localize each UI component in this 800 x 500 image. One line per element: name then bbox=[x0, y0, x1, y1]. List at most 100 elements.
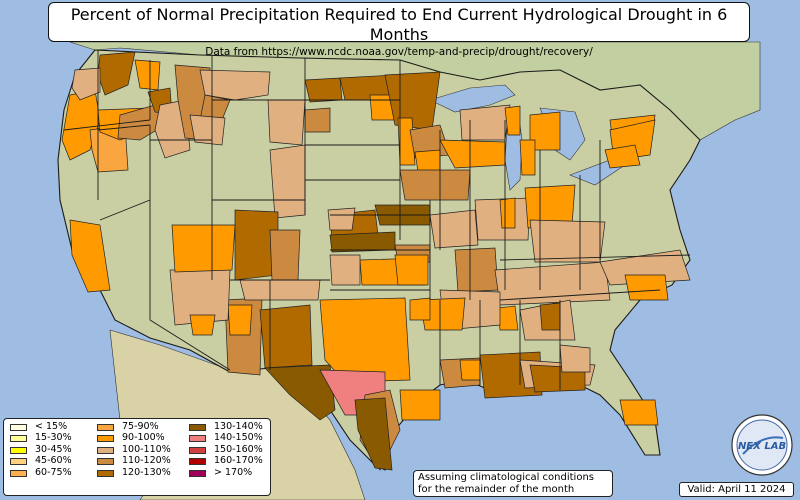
legend-swatch bbox=[189, 446, 206, 454]
legend-item: 90-100% bbox=[97, 433, 171, 444]
drought-region bbox=[559, 344, 591, 373]
nexlab-logo: NEX LAB bbox=[731, 414, 793, 476]
legend-item: 140-150% bbox=[189, 433, 263, 444]
assumption-note: Assuming climatological conditions for t… bbox=[413, 470, 613, 497]
drought-region bbox=[599, 249, 691, 286]
legend-item: 110-120% bbox=[97, 456, 171, 467]
drought-region bbox=[519, 139, 536, 176]
legend-swatch bbox=[189, 458, 206, 466]
drought-region bbox=[624, 274, 669, 301]
drought-region bbox=[497, 305, 519, 331]
legend-item: 160-170% bbox=[189, 456, 263, 467]
drought-region bbox=[69, 219, 111, 293]
legend-label: 150-160% bbox=[214, 443, 263, 455]
state-border bbox=[97, 124, 151, 131]
drought-region bbox=[504, 105, 521, 136]
legend-column-2: 75-90% 90-100% 100-110% 110-120% 120-130% bbox=[97, 421, 171, 479]
legend-swatch bbox=[10, 469, 27, 477]
drought-region bbox=[189, 114, 226, 146]
legend-label: 60-75% bbox=[35, 466, 72, 478]
state-border bbox=[63, 119, 151, 131]
lake-superior bbox=[429, 84, 516, 113]
drought-region bbox=[414, 149, 441, 173]
drought-region bbox=[259, 304, 313, 369]
drought-region bbox=[319, 297, 411, 383]
legend-label: 130-140% bbox=[214, 421, 263, 432]
drought-region bbox=[329, 231, 396, 253]
logo-text: NEX LAB bbox=[738, 441, 786, 452]
legend-column-3: 130-140% 140-150% 150-160% 160-170% > 170% bbox=[189, 421, 263, 479]
legend-swatch bbox=[97, 435, 114, 443]
drought-region bbox=[327, 207, 356, 231]
legend-swatch bbox=[10, 446, 27, 454]
legend-swatch bbox=[189, 435, 206, 443]
drought-region bbox=[269, 144, 306, 219]
map-title: Percent of Normal Precipitation Required… bbox=[70, 5, 728, 44]
legend-label: > 170% bbox=[214, 466, 253, 478]
drought-region bbox=[539, 302, 561, 331]
logo-inner-circle bbox=[736, 419, 788, 471]
drought-region bbox=[329, 254, 361, 286]
legend-item: 150-160% bbox=[189, 443, 263, 456]
legend: < 15% 15-30% 30-45% 45-60% 60-75% 75-90% 90-1… bbox=[3, 418, 271, 496]
state-border bbox=[499, 289, 661, 301]
valid-date: Valid: April 11 2024 bbox=[679, 482, 794, 497]
legend-item: 120-130% bbox=[97, 466, 171, 479]
legend-item: 30-45% bbox=[10, 444, 72, 456]
drought-region bbox=[499, 197, 516, 229]
drought-region bbox=[399, 169, 471, 201]
drought-region bbox=[117, 104, 166, 141]
drought-region bbox=[399, 389, 441, 421]
drought-region bbox=[71, 67, 101, 101]
legend-item: > 170% bbox=[189, 466, 263, 479]
state-border bbox=[499, 254, 691, 261]
legend-label: 120-130% bbox=[122, 466, 171, 478]
legend-label: 45-60% bbox=[35, 455, 72, 467]
legend-swatch bbox=[10, 435, 27, 443]
legend-label: 140-150% bbox=[214, 432, 263, 444]
drought-region bbox=[199, 69, 271, 101]
drought-region bbox=[459, 359, 481, 381]
legend-item: 60-75% bbox=[10, 466, 72, 479]
drought-regions bbox=[61, 51, 691, 471]
title-box: Percent of Normal Precipitation Required… bbox=[48, 2, 750, 58]
legend-item: 100-110% bbox=[97, 444, 171, 456]
legend-swatch bbox=[189, 469, 206, 477]
legend-swatch bbox=[97, 458, 114, 466]
legend-item: 75-90% bbox=[97, 421, 171, 433]
drought-region bbox=[239, 279, 321, 301]
drought-region bbox=[394, 254, 429, 286]
drought-region bbox=[304, 107, 331, 133]
drought-region bbox=[459, 104, 511, 141]
legend-label: 110-120% bbox=[122, 455, 171, 467]
drought-region bbox=[171, 224, 236, 273]
drought-region bbox=[429, 209, 479, 249]
drought-region bbox=[227, 304, 253, 336]
legend-item: 15-30% bbox=[10, 433, 72, 444]
drought-region bbox=[494, 261, 611, 306]
legend-column-1: < 15% 15-30% 30-45% 45-60% 60-75% bbox=[10, 421, 72, 479]
drought-region bbox=[189, 314, 216, 336]
legend-swatch bbox=[97, 469, 114, 477]
note-line-2: for the remainder of the month bbox=[418, 484, 575, 495]
legend-item: 45-60% bbox=[10, 456, 72, 467]
legend-label: 15-30% bbox=[35, 432, 72, 444]
drought-region bbox=[619, 399, 659, 426]
legend-swatch bbox=[10, 423, 27, 431]
map-subtitle: Data from https://www.ncdc.noaa.gov/temp… bbox=[205, 46, 593, 58]
legend-label: 90-100% bbox=[122, 432, 165, 444]
legend-swatch bbox=[97, 423, 114, 431]
legend-item: < 15% bbox=[10, 421, 72, 433]
drought-region bbox=[409, 297, 431, 321]
drought-region bbox=[304, 77, 343, 103]
legend-item: 130-140% bbox=[189, 421, 263, 433]
legend-label: 160-170% bbox=[214, 455, 263, 467]
drought-region bbox=[529, 219, 606, 263]
legend-swatch bbox=[10, 458, 27, 466]
legend-label: 75-90% bbox=[122, 421, 159, 432]
drought-region bbox=[354, 397, 393, 471]
note-line-1: Assuming climatological conditions bbox=[418, 472, 594, 483]
drought-region bbox=[604, 144, 641, 169]
legend-swatch bbox=[189, 423, 206, 431]
state-border bbox=[149, 319, 231, 371]
